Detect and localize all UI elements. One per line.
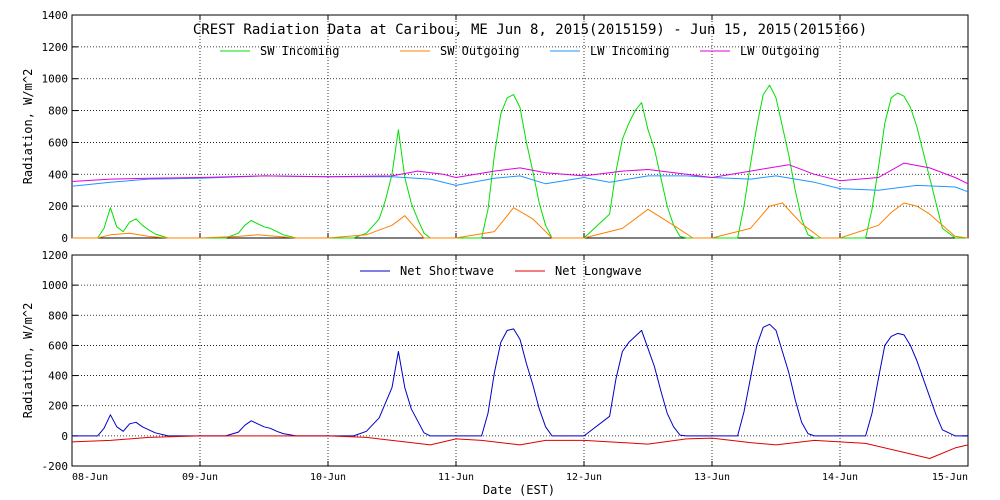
lw-incoming-line [71,175,969,193]
top-panel: 0 200 400 600 800 1000 1200 1400 Radiation, W/m^… [21,9,969,245]
legend-label: SW Incoming [260,44,339,58]
legend-label: SW Outgoing [440,44,519,58]
y-tick-label: 0 [61,232,68,245]
sw-outgoing-line [72,202,969,239]
chart-title: CREST Radiation Data at Caribou, ME Jun … [193,22,867,38]
x-tick-label: 13-Jun [694,472,730,483]
y-tick-label: 1000 [42,73,69,86]
sw-incoming-line [72,84,968,239]
x-tick-label: 14-Jun [822,472,858,483]
y-tick-label: 1200 [42,41,69,54]
y-tick-label: 200 [48,200,68,213]
y-tick-label: 600 [48,136,68,149]
legend-label: LW Incoming [590,44,669,58]
bottom-panel: 08-Jun 09-Jun 10-Jun 11-Jun 12-Jun 13-Jun 14-J… [21,249,969,483]
net-shortwave-line [72,323,968,437]
y-tick-label: 400 [48,370,68,383]
y-axis-label: Radiation, W/m^2 [21,69,35,185]
plot-frame [71,14,969,239]
x-tick-label: 15-Jun [932,472,968,483]
y-tick-label: 0 [61,430,68,443]
y-tick-label: 400 [48,168,68,181]
legend-label: Net Shortwave [400,264,494,278]
y-tick-label: -200 [42,460,69,473]
y-tick-label: 1200 [42,249,69,262]
y-axis-label: Radiation, W/m^2 [21,303,35,419]
y-tick-label: 200 [48,400,68,413]
x-axis-label: Date (EST) [483,483,555,497]
x-tick-label: 10-Jun [310,472,346,483]
plot-frame [71,254,969,467]
x-tick-label: 08-Jun [72,472,108,483]
y-tick-label: 600 [48,339,68,352]
y-tick-label: 1000 [42,279,69,292]
y-tick-label: 800 [48,309,68,322]
x-tick-label: 11-Jun [438,472,474,483]
legend-label: LW Outgoing [740,44,819,58]
x-tick-label: 12-Jun [566,472,602,483]
y-tick-label: 1400 [42,9,69,22]
y-tick-label: 800 [48,105,68,118]
net-longwave-line [71,435,969,459]
lw-outgoing-line [71,162,969,185]
legend-label: Net Longwave [555,264,642,278]
x-tick-label: 09-Jun [182,472,218,483]
